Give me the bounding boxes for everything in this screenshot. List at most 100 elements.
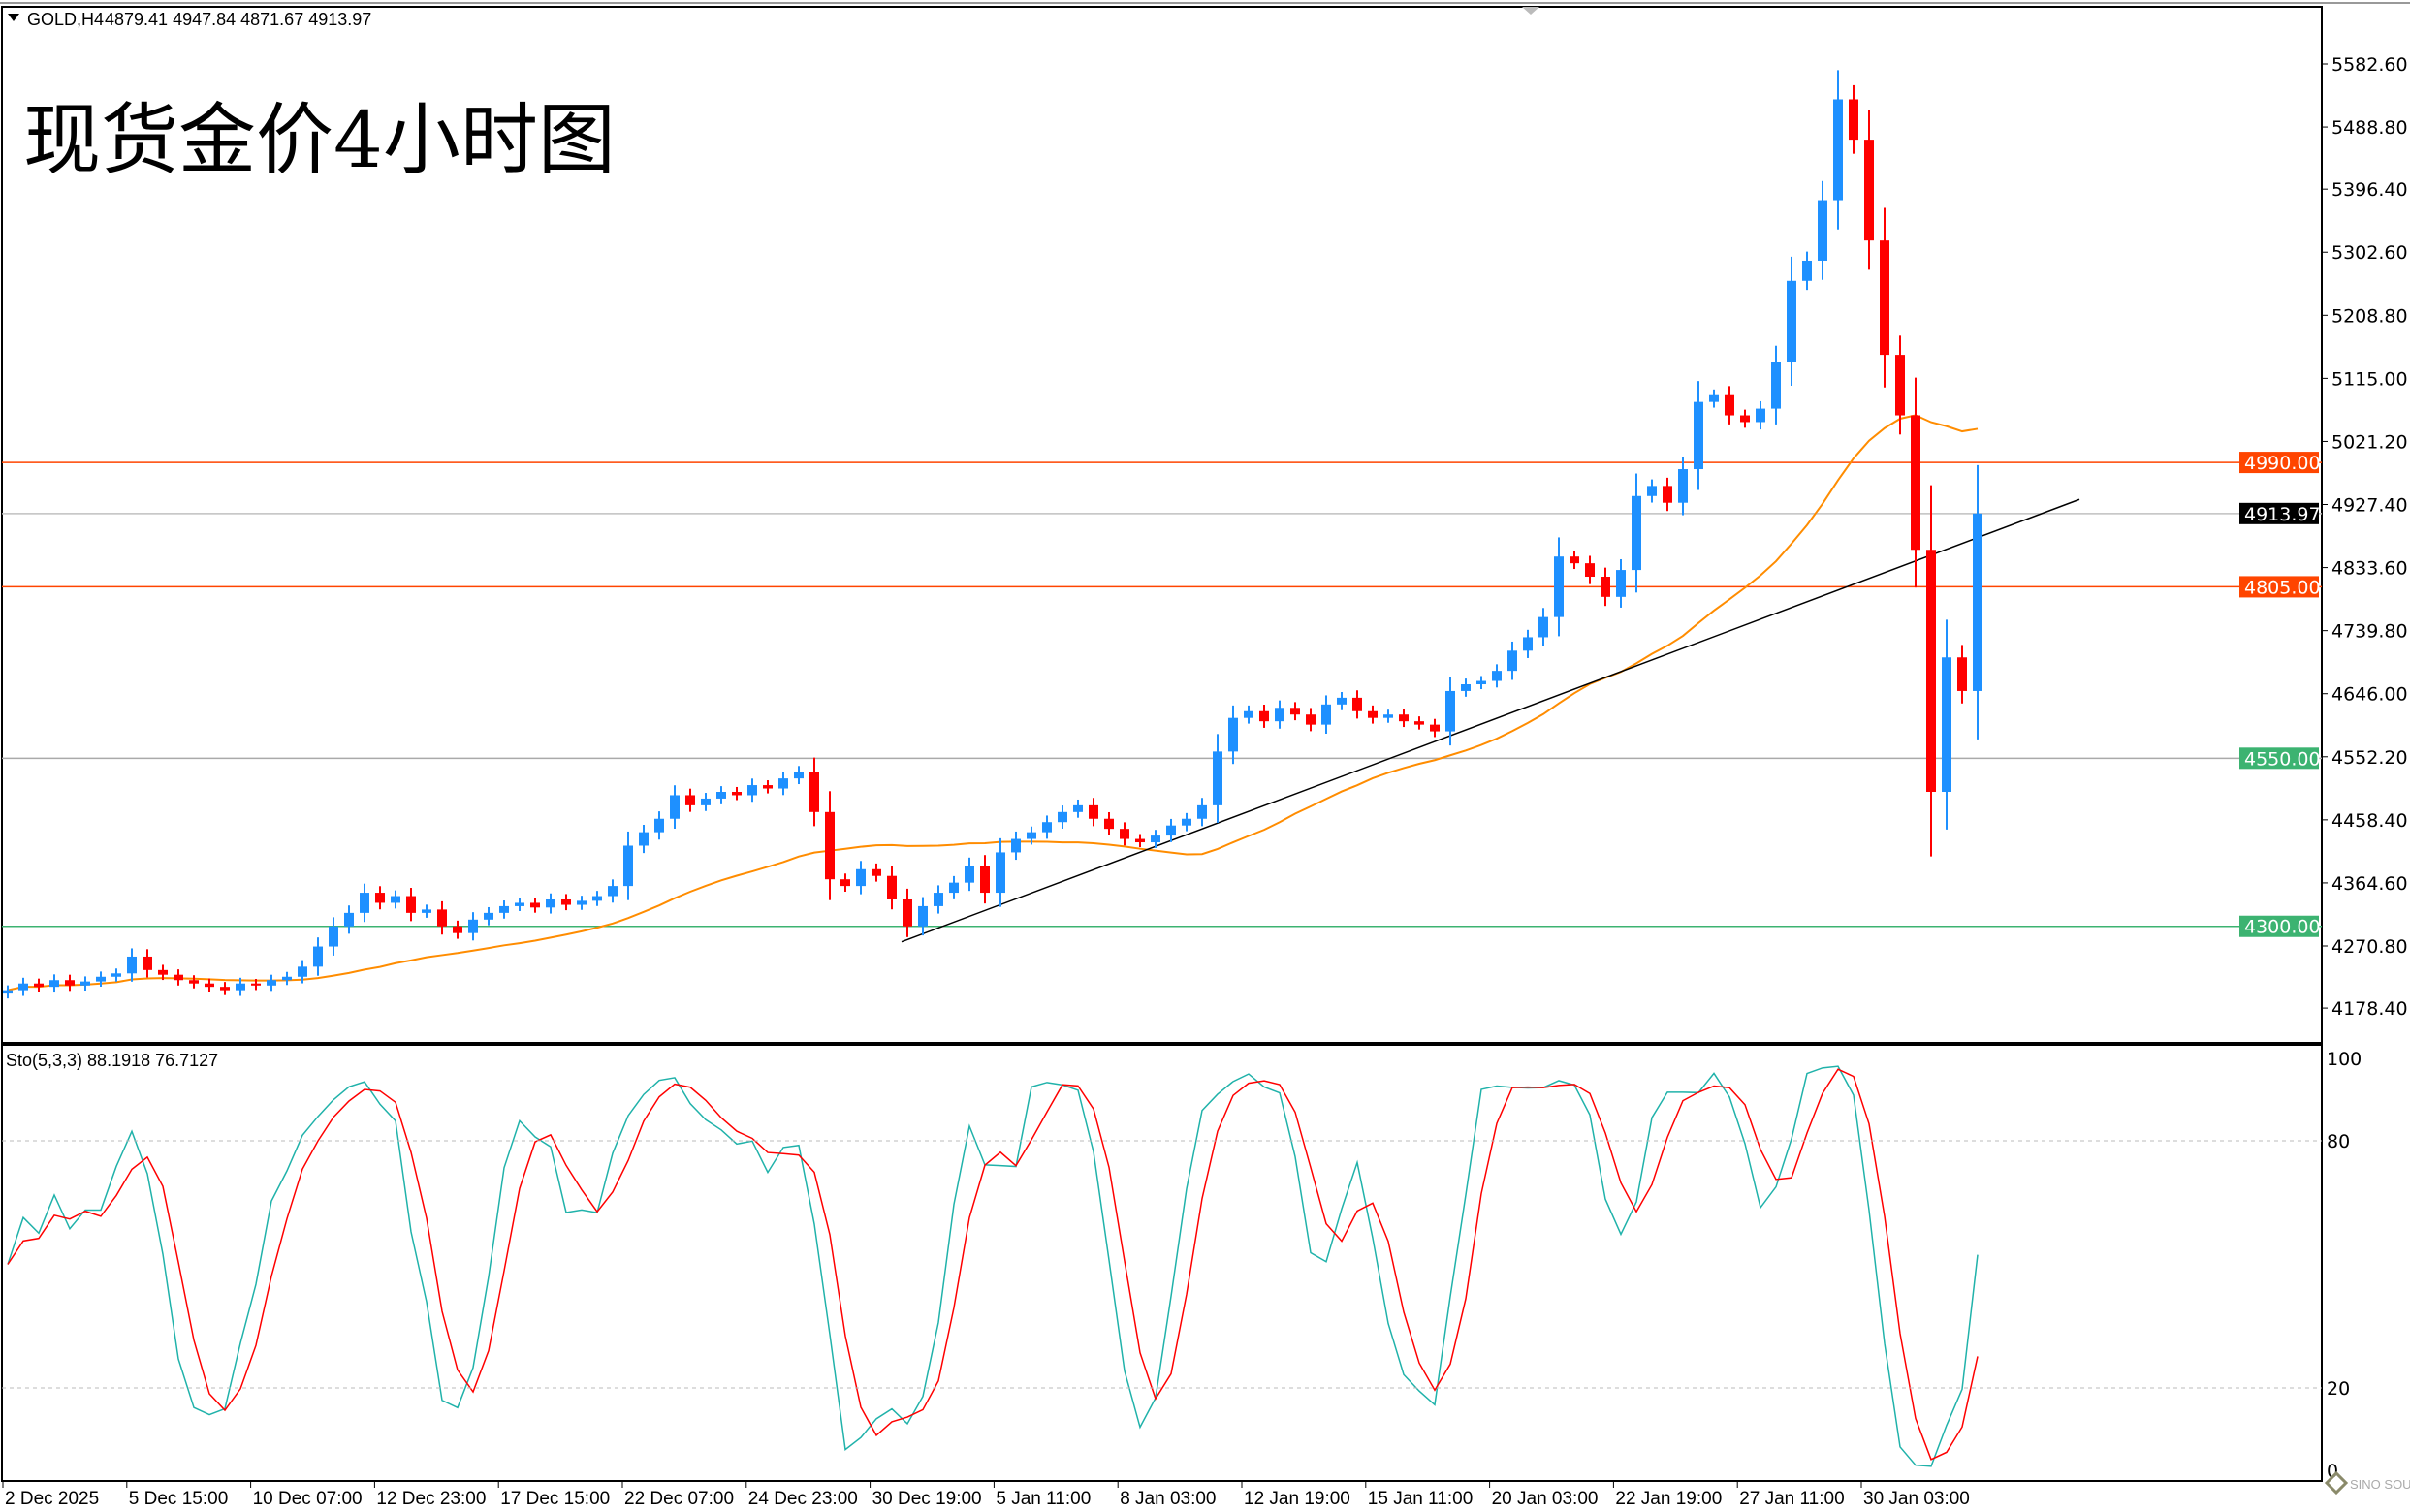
candle bbox=[422, 904, 431, 918]
time-label: 24 Dec 23:00 bbox=[748, 1489, 858, 1509]
stochastic-tick-label: 80 bbox=[2327, 1131, 2350, 1152]
candle bbox=[1089, 798, 1098, 827]
candle bbox=[1895, 335, 1905, 435]
trendline[interactable] bbox=[901, 498, 2080, 943]
candle bbox=[949, 875, 959, 899]
candle bbox=[716, 786, 726, 804]
candle-body bbox=[65, 980, 75, 986]
candle bbox=[1011, 831, 1021, 861]
candle bbox=[1911, 377, 1920, 588]
time-label: 17 Dec 15:00 bbox=[500, 1489, 610, 1509]
candle-body bbox=[484, 912, 493, 920]
candle-body bbox=[1244, 710, 1253, 718]
candle-body bbox=[1973, 513, 1982, 691]
time-label: 22 Jan 19:00 bbox=[1615, 1489, 1722, 1509]
candle-body bbox=[1414, 721, 1424, 725]
level-label: 4550.00 bbox=[2244, 748, 2321, 770]
candle bbox=[1213, 734, 1222, 823]
time-label: 10 Dec 07:00 bbox=[253, 1489, 363, 1509]
candle-body bbox=[701, 798, 711, 805]
candle bbox=[840, 873, 850, 893]
candle-body bbox=[685, 795, 695, 805]
candle bbox=[1833, 70, 1843, 230]
current-price-label-bg bbox=[2239, 502, 2319, 524]
candle bbox=[391, 890, 400, 909]
level-label-bg bbox=[2239, 452, 2319, 474]
symbol-menu-triangle-icon[interactable] bbox=[8, 14, 19, 21]
chart-shift-marker-icon[interactable] bbox=[1522, 7, 1539, 15]
candle-body bbox=[747, 785, 757, 796]
candle-body bbox=[1678, 469, 1688, 503]
candle-body bbox=[1585, 563, 1595, 578]
watermark-logo: SINO SOUND bbox=[2324, 1470, 2410, 1496]
price-axis: 5582.60 5488.80 5396.40 5302.60 5208.80 5115.… bbox=[2322, 54, 2408, 1020]
candle-body bbox=[1027, 832, 1036, 839]
candle bbox=[996, 837, 1005, 907]
candle-body bbox=[158, 969, 168, 975]
candle bbox=[654, 811, 664, 840]
time-label: 27 Jan 11:00 bbox=[1739, 1489, 1844, 1509]
stochastic-signal-line bbox=[7, 1068, 1979, 1461]
candle bbox=[1492, 664, 1502, 688]
stochastic-axis: 100 80 20 0 bbox=[2, 1049, 2362, 1482]
price-tick-label: 4270.80 bbox=[2331, 936, 2408, 958]
candle-body bbox=[1259, 710, 1269, 722]
candle-body bbox=[1709, 394, 1719, 402]
candle-body bbox=[174, 974, 183, 981]
candle-body bbox=[1476, 680, 1486, 685]
candle bbox=[1926, 485, 1936, 857]
candle-body bbox=[1507, 650, 1517, 672]
candle bbox=[1182, 812, 1191, 832]
candle-body bbox=[1166, 825, 1176, 836]
candle-body bbox=[1275, 708, 1284, 722]
candle-body bbox=[1306, 714, 1316, 725]
candle bbox=[499, 900, 509, 919]
candle-body bbox=[1492, 671, 1502, 681]
candle bbox=[298, 960, 307, 984]
candle bbox=[96, 971, 106, 987]
candle bbox=[18, 977, 28, 996]
candle-body bbox=[1538, 616, 1548, 638]
candle bbox=[111, 968, 121, 982]
candle bbox=[3, 985, 13, 999]
time-label: 20 Jan 03:00 bbox=[1492, 1489, 1599, 1509]
watermark-text: SINO SOUND bbox=[2350, 1477, 2410, 1492]
candle-body bbox=[1445, 690, 1455, 732]
current-price-label: 4913.97 bbox=[2244, 504, 2321, 525]
candle bbox=[437, 900, 447, 935]
candle-body bbox=[375, 893, 385, 903]
candle bbox=[174, 969, 183, 986]
candle bbox=[1368, 705, 1378, 724]
ohlc-readout: 4879.41 4947.84 4871.67 4913.97 bbox=[105, 10, 371, 29]
symbol-label: GOLD,H4 bbox=[27, 10, 104, 29]
candle-body bbox=[608, 886, 618, 897]
candle bbox=[685, 788, 695, 812]
candle-body bbox=[1042, 822, 1052, 833]
candle-body bbox=[1383, 714, 1393, 718]
candle-body bbox=[499, 905, 509, 913]
time-label: 15 Jan 11:00 bbox=[1368, 1489, 1473, 1509]
candle bbox=[1787, 256, 1796, 387]
candle-body bbox=[1942, 657, 1951, 792]
candle bbox=[1678, 457, 1688, 516]
candle-body bbox=[825, 811, 835, 880]
candle bbox=[1244, 705, 1253, 724]
candle bbox=[143, 949, 152, 978]
time-label: 2 Dec 2025 bbox=[5, 1489, 99, 1509]
price-tick-label: 4178.40 bbox=[2331, 998, 2408, 1020]
price-tick-label: 4927.40 bbox=[2331, 495, 2408, 517]
candle bbox=[1647, 479, 1657, 503]
level-label: 4300.00 bbox=[2244, 917, 2321, 938]
candle-body bbox=[1616, 570, 1626, 597]
candle-body bbox=[205, 983, 214, 988]
trendline-layer[interactable] bbox=[901, 498, 2080, 943]
candle-body bbox=[220, 987, 230, 991]
candle bbox=[1771, 345, 1781, 425]
candle bbox=[1166, 818, 1176, 842]
candle bbox=[1104, 811, 1114, 835]
candle-body bbox=[1802, 260, 1812, 281]
candle-body bbox=[1864, 140, 1874, 241]
candle bbox=[1849, 84, 1858, 154]
candle bbox=[236, 977, 245, 996]
